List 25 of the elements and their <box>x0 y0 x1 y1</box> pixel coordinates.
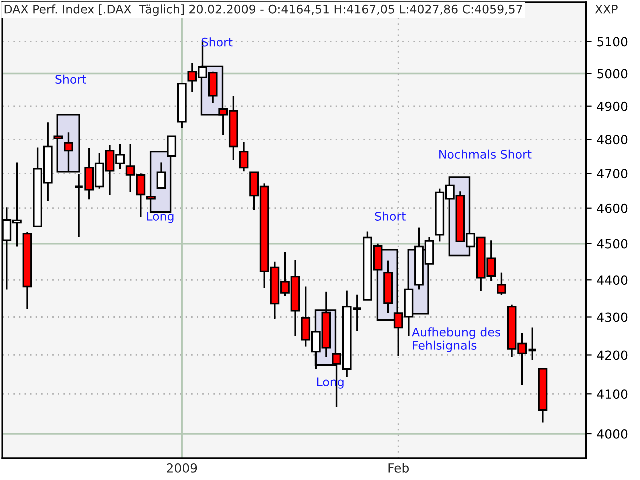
y-tick-label: 4600 <box>597 204 628 214</box>
y-tick-label: 4500 <box>597 239 628 249</box>
y-tick-label: 4100 <box>597 390 628 400</box>
y-tick-label: 4200 <box>597 350 628 360</box>
y-axis-title: XXP <box>595 5 618 14</box>
annotation: Short <box>56 74 86 84</box>
candlestick <box>527 326 538 362</box>
y-tick-label: 4800 <box>597 135 628 145</box>
y-tick-label: 4700 <box>597 169 628 179</box>
x-tick-label: Feb <box>388 463 409 473</box>
y-tick-label: 5100 <box>598 37 628 47</box>
y-tick-label: 4000 <box>597 429 628 439</box>
y-tick-label: 4900 <box>597 102 628 112</box>
candlestick <box>239 142 249 172</box>
y-tick-label: 5000 <box>598 69 628 79</box>
candlestick <box>497 272 506 296</box>
x-tick-label: 2009 <box>167 463 198 473</box>
annotation: Nochmals Short <box>440 150 532 159</box>
annotation: Aufhebung des Fehlsignals <box>412 328 501 352</box>
y-tick-label: 4400 <box>597 276 628 286</box>
candlestick <box>156 162 166 190</box>
y-tick-label: 4300 <box>597 312 628 322</box>
annotation: Long <box>147 212 174 224</box>
chart-title: DAX Perf. Index [.DAX Täglich] 20.02.2009 - O:4164,51 H:4167,05 L:4027,86 C:4059,57 <box>4 4 522 16</box>
annotation: Short <box>375 212 406 221</box>
